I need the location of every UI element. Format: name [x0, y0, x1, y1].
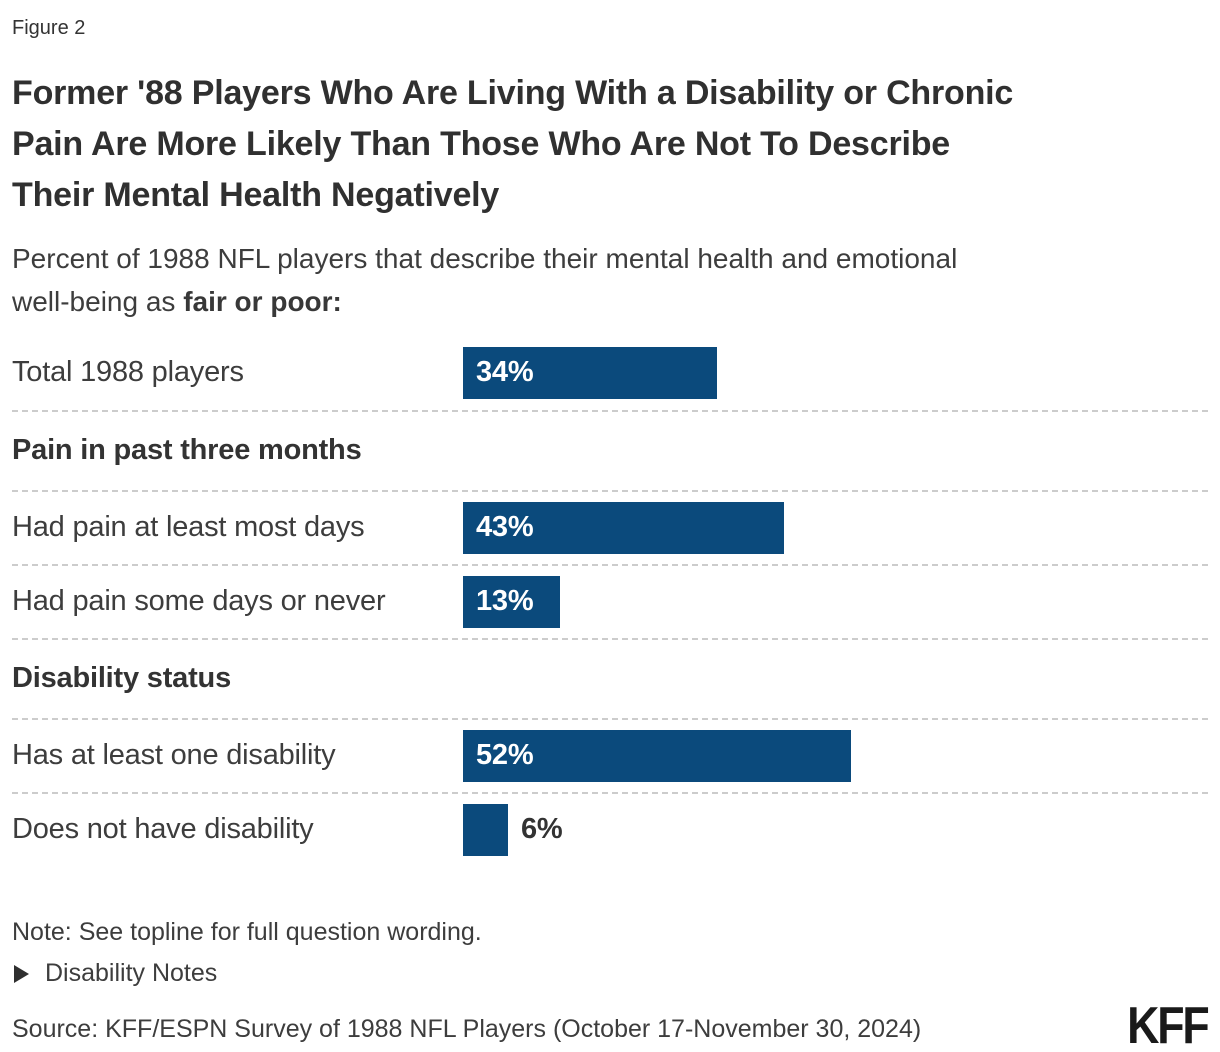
bar-row-label: Had pain some days or never: [12, 585, 386, 618]
bar-track: 34%: [463, 346, 1208, 399]
note-text: Note: See topline for full question word…: [12, 917, 482, 946]
bar-track: 52%: [463, 729, 1208, 782]
bar-row: Total 1988 players 34%: [12, 336, 1208, 410]
subtitle-bold-text: fair or poor:: [183, 286, 342, 318]
bar-value-label: 34%: [476, 356, 534, 389]
bar-rect: 34%: [463, 346, 717, 399]
bar-row: Had pain some days or never 13%: [12, 563, 1208, 638]
disability-notes-toggle[interactable]: Disability Notes: [12, 959, 217, 988]
bar-rect: 13%: [463, 575, 560, 628]
bar-rect: 52%: [463, 729, 851, 782]
bar-value-label: 6%: [521, 813, 563, 846]
chart-subtitle: Percent of 1988 NFL players that describ…: [12, 237, 1192, 324]
bar-track: 43%: [463, 501, 1208, 554]
bar-value-label: 13%: [476, 585, 534, 618]
section-header-label: Disability status: [12, 662, 231, 695]
bar-value-label: 52%: [476, 739, 534, 772]
section-header-label: Pain in past three months: [12, 434, 362, 467]
bar-row-label: Total 1988 players: [12, 356, 244, 389]
source-text: Source: KFF/ESPN Survey of 1988 NFL Play…: [12, 1014, 922, 1043]
triangle-right-icon: [14, 965, 29, 984]
subtitle-text: Percent of 1988 NFL players that describ…: [12, 243, 958, 318]
bar-row-label: Has at least one disability: [12, 739, 336, 772]
bar-value-label: 43%: [476, 511, 534, 544]
chart-title: Former '88 Players Who Are Living With a…: [12, 74, 1014, 214]
kff-logo[interactable]: KFF: [1127, 996, 1211, 1052]
bar-row-label: Had pain at least most days: [12, 511, 365, 544]
bar-row: Had pain at least most days 43%: [12, 489, 1208, 564]
bar-row: Has at least one disability 52%: [12, 717, 1208, 792]
section-header-row: Pain in past three months: [12, 409, 1208, 490]
bar-row: Does not have disability 6%: [12, 791, 1208, 866]
bar-row-label: Does not have disability: [12, 813, 314, 846]
source-row: Source: KFF/ESPN Survey of 1988 NFL Play…: [12, 996, 1211, 1052]
disclosure-label: Disability Notes: [45, 958, 218, 987]
bar-track: 6%: [463, 803, 1208, 856]
bar-chart: Total 1988 players 34% Pain in past three …: [12, 336, 1208, 866]
bar-track: 13%: [463, 575, 1208, 628]
section-header-row: Disability status: [12, 637, 1208, 718]
figure-label: Figure 2: [12, 17, 86, 39]
bar-rect: 43%: [463, 501, 784, 554]
bar-rect: [463, 803, 508, 856]
